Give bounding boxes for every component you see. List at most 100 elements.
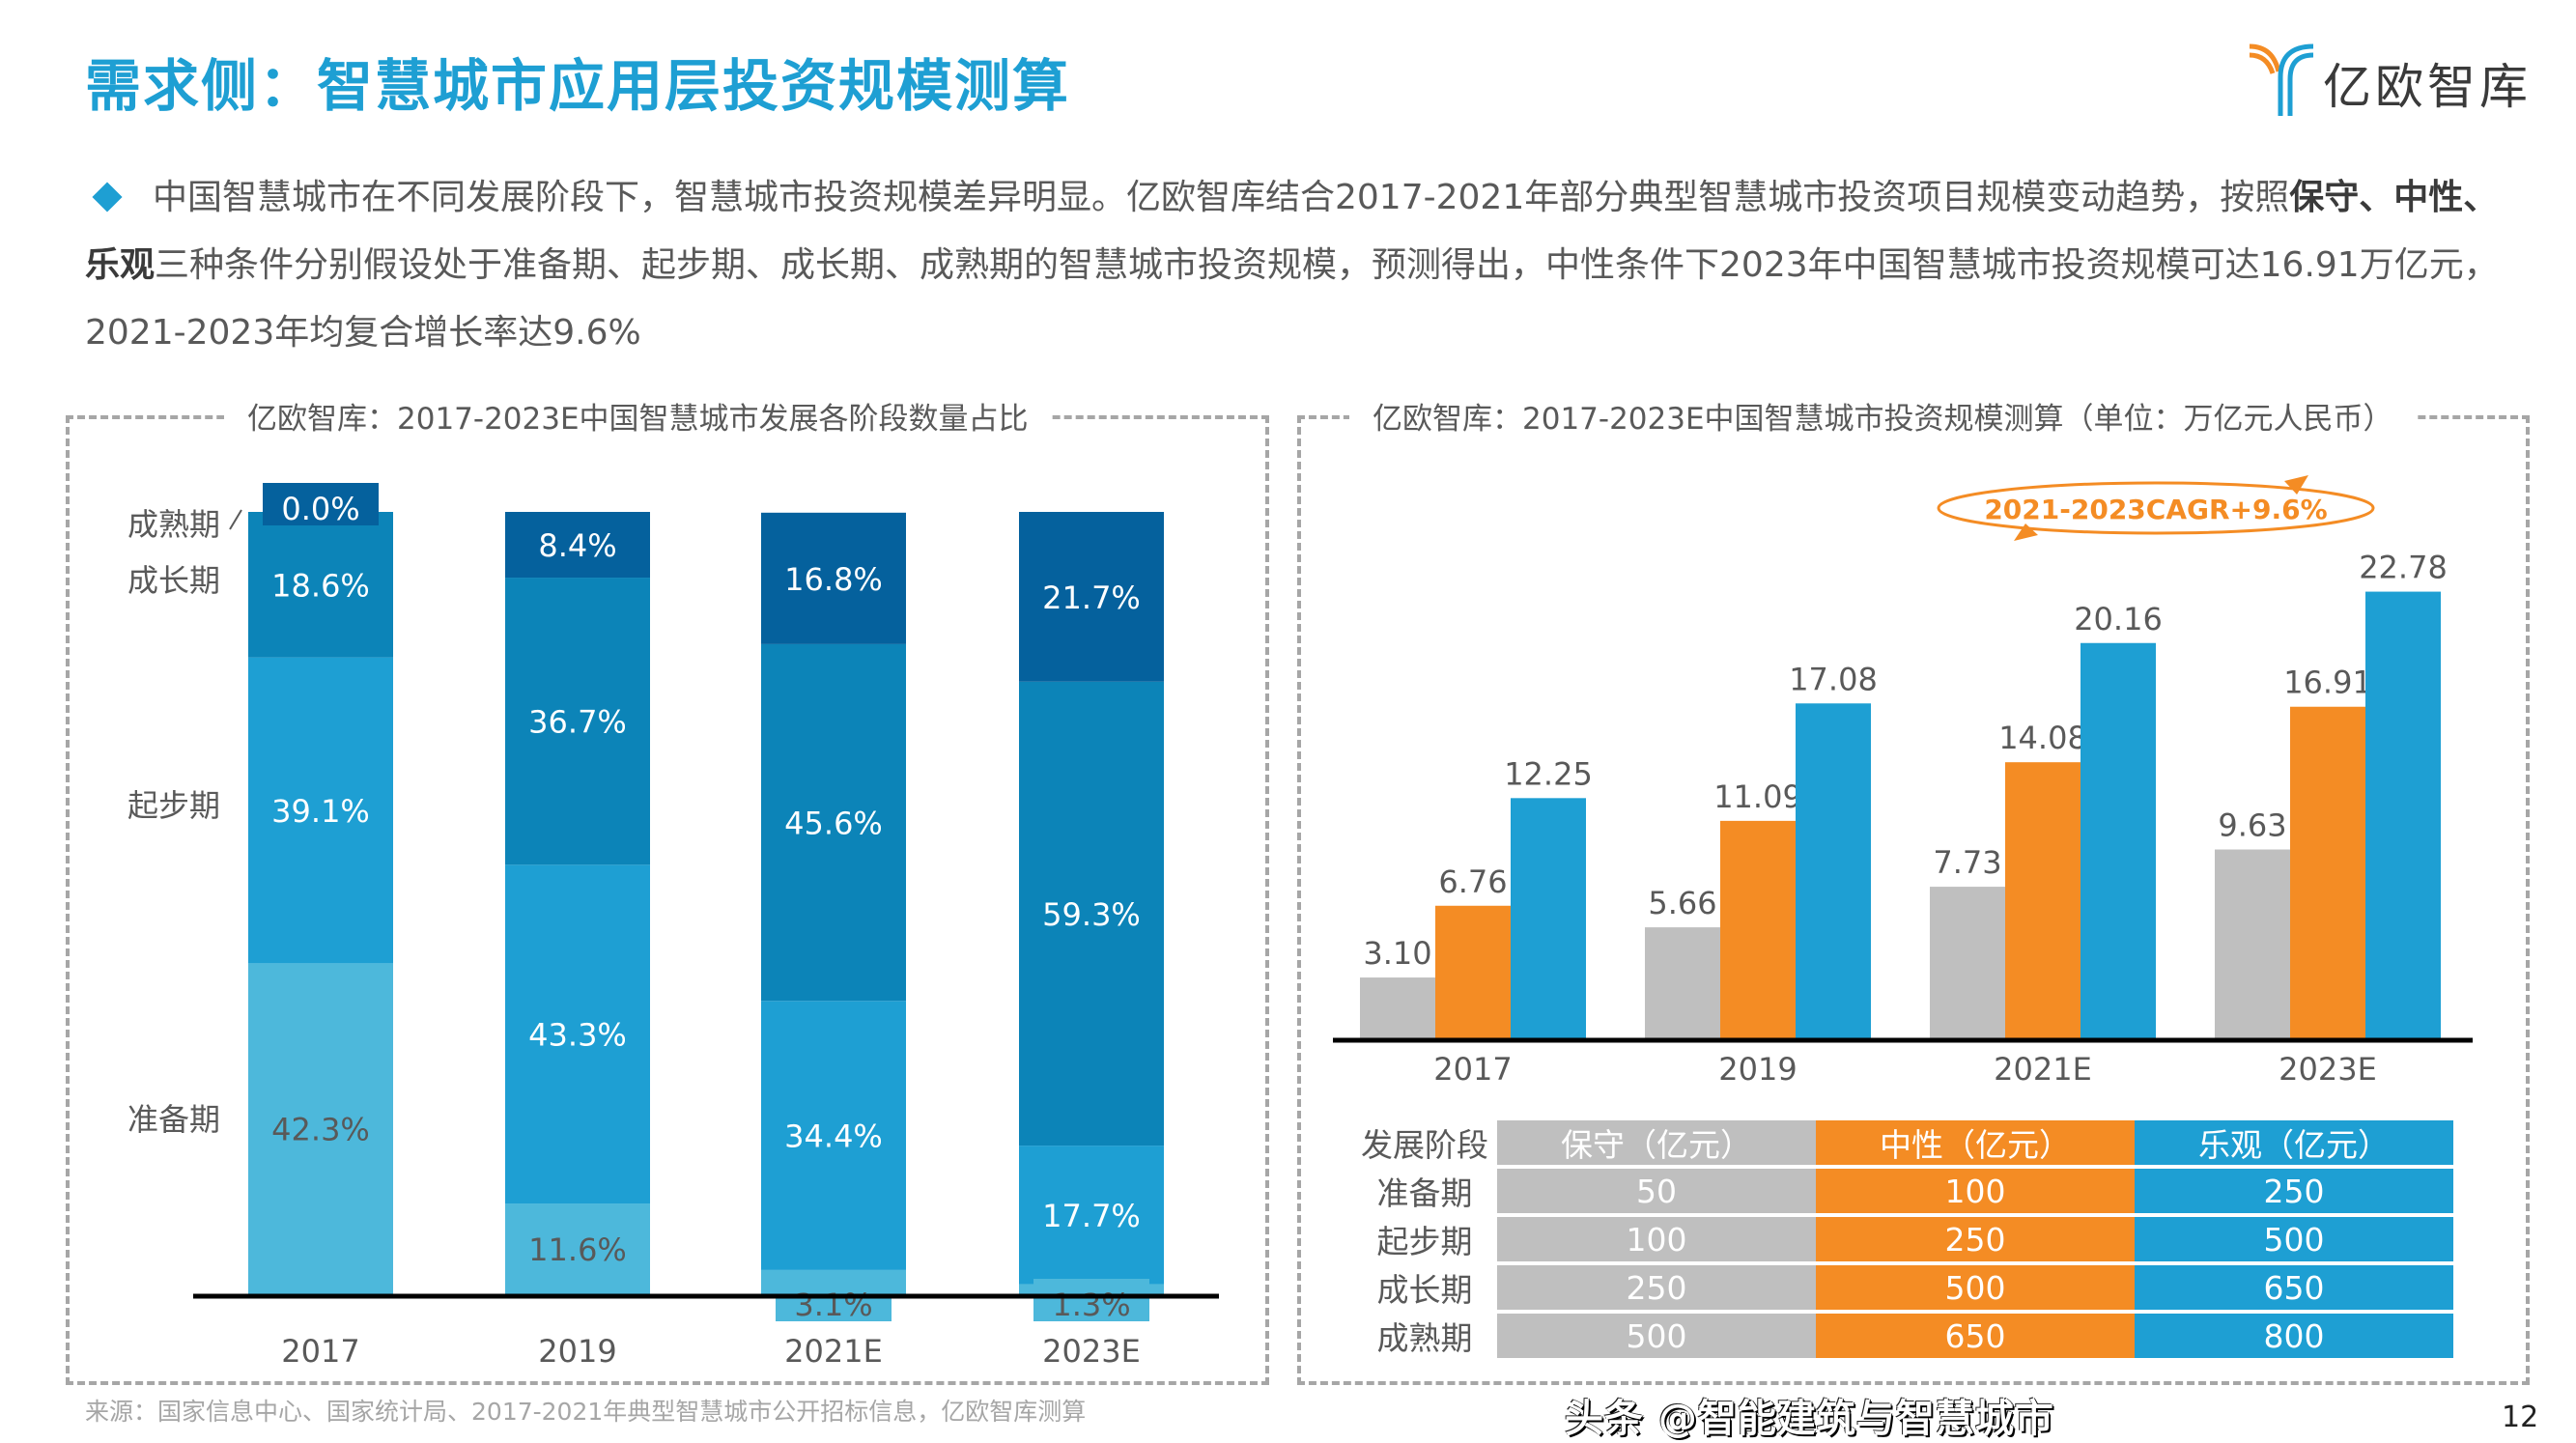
- legend-label: 准备期: [127, 1101, 220, 1138]
- cagr-annotation: 2021-2023CAGR+9.6%: [1984, 494, 2327, 525]
- table-cell: 250: [2135, 1169, 2453, 1213]
- data-label: 17.08: [1789, 661, 1878, 697]
- x-tick-label: 2017: [281, 1333, 359, 1370]
- data-label: 36.7%: [528, 704, 627, 741]
- bar: [2290, 706, 2365, 1038]
- data-label: 11.09: [1713, 778, 1802, 815]
- data-label: 3.10: [1363, 935, 1431, 972]
- intro-paragraph: 中国智慧城市在不同发展阶段下，智慧城市投资规模差异明显。亿欧智库结合2017-2…: [85, 164, 2500, 367]
- stacked-bar-segment: [505, 864, 650, 1204]
- table-header-cell: 中性（亿元）: [1816, 1120, 2135, 1165]
- table-cell: 250: [1497, 1265, 1816, 1310]
- stage-share-chart: 42.3% 39.1% 18.6% 0.0% 2017 11.6% 43.3% 36.7% 8.…: [127, 483, 1219, 1370]
- page-title: 需求侧：智慧城市应用层投资规模测算: [85, 53, 1071, 119]
- bar: [2365, 591, 2441, 1038]
- x-tick-label: 2023E: [2279, 1051, 2377, 1088]
- table-cell: 800: [2135, 1314, 2453, 1358]
- data-label: 39.1%: [271, 793, 370, 830]
- legend-label: 成熟期: [127, 506, 220, 543]
- cagr-arrow-icon: [2014, 523, 2038, 541]
- bar: [1360, 977, 1435, 1038]
- data-label: 42.3%: [271, 1112, 370, 1148]
- page-number: 12: [2502, 1401, 2539, 1434]
- table-cell: 500: [1497, 1314, 1816, 1358]
- table-cell: 起步期: [1352, 1217, 1497, 1261]
- data-label: 17.7%: [1042, 1198, 1141, 1234]
- data-label: 34.4%: [784, 1118, 883, 1155]
- bar: [1645, 927, 1720, 1038]
- table-cell: 成长期: [1352, 1265, 1497, 1310]
- stacked-bar-segment: [761, 512, 906, 644]
- stacked-bar-segment: [248, 963, 393, 1294]
- legend-label: 起步期: [127, 787, 220, 824]
- data-label: 11.6%: [528, 1231, 627, 1268]
- data-label: 22.78: [2359, 550, 2448, 586]
- table-cell: 250: [1816, 1217, 2135, 1261]
- table-cell: 100: [1816, 1169, 2135, 1213]
- investment-chart-title: 亿欧智库：2017-2023E中国智慧城市投资规模测算（单位：万亿元人民币）: [1349, 394, 2417, 438]
- table-header-cell: 发展阶段: [1352, 1120, 1497, 1165]
- stage-share-chart-title: 亿欧智库：2017-2023E中国智慧城市发展各阶段数量占比: [224, 394, 1052, 438]
- stacked-bar-segment: [761, 1001, 906, 1270]
- x-tick-label: 2017: [1433, 1051, 1512, 1088]
- data-label: 8.4%: [538, 527, 616, 564]
- table-cell: 成熟期: [1352, 1314, 1497, 1358]
- data-label: 45.6%: [784, 806, 883, 842]
- data-label: 9.63: [2218, 807, 2286, 844]
- data-label: 16.8%: [784, 561, 883, 598]
- bar: [1511, 798, 1586, 1038]
- data-label-box: [263, 483, 379, 525]
- bar: [1720, 820, 1796, 1038]
- table-header-cell: 乐观（亿元）: [2135, 1120, 2453, 1165]
- x-tick-label: 2023E: [1042, 1333, 1141, 1370]
- x-tick-label: 2021E: [784, 1333, 883, 1370]
- data-label: 43.3%: [528, 1017, 627, 1054]
- data-label: 20.16: [2074, 601, 2163, 637]
- logo-icon: [2249, 43, 2314, 116]
- table-cell: 100: [1497, 1217, 1816, 1261]
- stacked-bar-segment: [761, 643, 906, 1002]
- stacked-bar-segment: [1019, 512, 1164, 682]
- table-row: 成长期 250 500 650: [1352, 1265, 2453, 1310]
- intro-text-2: 三种条件分别假设处于准备期、起步期、成长期、成熟期的智慧城市投资规模，预测得出，…: [85, 245, 2499, 353]
- data-label: 7.73: [1933, 844, 2001, 881]
- stacked-bar-segment: [248, 657, 393, 964]
- table-row: 成熟期 500 650 800: [1352, 1314, 2453, 1358]
- x-tick-label: 2019: [538, 1333, 616, 1370]
- data-label: 0.0%: [281, 491, 359, 527]
- table-cell: 650: [2135, 1265, 2453, 1310]
- table-header-cell: 保守（亿元）: [1497, 1120, 1816, 1165]
- assumption-table: 发展阶段 保守（亿元） 中性（亿元） 乐观（亿元） 准备期 50 100 250…: [1352, 1120, 2453, 1362]
- data-label: 59.3%: [1042, 896, 1141, 933]
- stage-share-panel: 亿欧智库：2017-2023E中国智慧城市发展各阶段数量占比: [66, 394, 1269, 1385]
- x-tick-label: 2019: [1718, 1051, 1797, 1088]
- table-row: 准备期 50 100 250: [1352, 1169, 2453, 1213]
- data-label: 12.25: [1504, 755, 1593, 792]
- investment-chart: 3.106.76 12.25 2017 5.66 11.09 17.08 2019 7.73 1…: [1333, 475, 2473, 1088]
- watermark: 头条 @智能建筑与智慧城市: [1565, 1397, 2054, 1441]
- data-label: 14.08: [1998, 720, 2087, 756]
- data-label-box: [1033, 1279, 1149, 1321]
- stacked-bar-segment: [1019, 1146, 1164, 1285]
- bar: [2005, 762, 2081, 1038]
- legend-label: 成长期: [127, 562, 220, 599]
- cagr-arrow-icon: [2284, 475, 2308, 495]
- data-label-box: [776, 1279, 892, 1321]
- bar: [2081, 642, 2156, 1038]
- stacked-bar-segment: [248, 512, 393, 658]
- table-cell: 500: [2135, 1217, 2453, 1261]
- table-cell: 准备期: [1352, 1169, 1497, 1213]
- bar: [2215, 849, 2290, 1038]
- cagr-ellipse: [1937, 481, 2375, 535]
- intro-text-1: 中国智慧城市在不同发展阶段下，智慧城市投资规模差异明显。亿欧智库结合2017-2…: [153, 178, 2290, 217]
- bar: [1435, 905, 1511, 1038]
- table-cell: 650: [1816, 1314, 2135, 1358]
- logo: 亿欧智库: [2246, 39, 2535, 116]
- logo-text: 亿欧智库: [2323, 59, 2532, 115]
- table-row: 起步期 100 250 500: [1352, 1217, 2453, 1261]
- bar: [1930, 887, 2005, 1038]
- investment-panel: 亿欧智库：2017-2023E中国智慧城市投资规模测算（单位：万亿元人民币）: [1297, 394, 2530, 1385]
- data-label: 3.1%: [794, 1287, 872, 1323]
- data-label: 18.6%: [271, 567, 370, 604]
- intro-text-bold: 保守、中性、乐观: [85, 178, 2499, 285]
